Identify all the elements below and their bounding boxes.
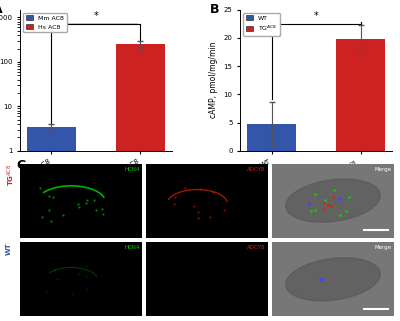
Bar [247, 124, 296, 151]
Point [318, 277, 324, 282]
Point [182, 186, 188, 191]
Text: A: A [0, 3, 2, 15]
Point [306, 202, 312, 207]
Bar [116, 44, 165, 321]
Point [210, 190, 216, 195]
Legend: WT, TG$^{AC8}$: WT, TG$^{AC8}$ [243, 13, 280, 36]
Point [76, 204, 82, 209]
Point [206, 268, 212, 273]
Point [312, 207, 318, 213]
Point [195, 286, 202, 291]
Point [337, 212, 343, 217]
Point [221, 207, 227, 212]
Legend: Mm AC8, Hs AC8: Mm AC8, Hs AC8 [23, 13, 66, 32]
Point [171, 202, 178, 207]
Y-axis label: cAMP, pmol/mg/min: cAMP, pmol/mg/min [209, 42, 218, 118]
Point [54, 276, 60, 282]
Point [325, 202, 331, 207]
Bar [27, 127, 76, 321]
Point [52, 267, 58, 273]
Text: ADCY8: ADCY8 [247, 167, 266, 172]
Point [207, 214, 213, 220]
Ellipse shape [286, 179, 380, 222]
Ellipse shape [286, 258, 380, 301]
Point [320, 201, 327, 206]
Text: HCN4: HCN4 [124, 167, 140, 172]
Text: B: B [210, 3, 219, 15]
Text: WT: WT [6, 242, 12, 255]
Point [75, 201, 82, 206]
Point [331, 188, 337, 193]
Text: *: * [314, 11, 318, 21]
Point [328, 204, 334, 209]
Point [84, 197, 91, 202]
Point [342, 208, 349, 213]
Point [197, 186, 203, 191]
Text: Merge: Merge [374, 167, 392, 172]
Point [330, 195, 336, 200]
Point [91, 197, 97, 203]
Point [321, 206, 327, 212]
Point [93, 207, 100, 213]
Point [82, 263, 89, 268]
Point [47, 218, 54, 223]
Text: TG$^{AC8}$: TG$^{AC8}$ [6, 164, 17, 186]
Point [76, 271, 82, 276]
Point [60, 212, 67, 217]
Point [183, 288, 190, 293]
Point [42, 289, 49, 294]
Point [100, 211, 106, 216]
Bar [336, 39, 385, 151]
Point [321, 197, 328, 203]
Point [195, 216, 201, 221]
Point [171, 194, 178, 199]
Point [36, 186, 43, 191]
Point [46, 193, 52, 198]
Point [195, 209, 201, 214]
Point [84, 286, 90, 291]
Point [191, 204, 198, 209]
Point [308, 208, 314, 213]
Text: ADCY8: ADCY8 [247, 245, 266, 250]
Text: *: * [94, 11, 98, 21]
Point [312, 191, 318, 196]
Point [49, 194, 56, 199]
Text: C: C [16, 159, 25, 172]
Point [198, 268, 204, 273]
Point [68, 291, 75, 297]
Point [346, 195, 352, 200]
Point [83, 273, 89, 279]
Text: C: C [5, 148, 14, 161]
Text: HCN4: HCN4 [124, 245, 140, 250]
Point [83, 200, 89, 205]
Point [99, 207, 105, 212]
Point [336, 196, 342, 202]
Point [46, 207, 52, 213]
Text: Merge: Merge [374, 245, 392, 250]
Point [39, 214, 45, 219]
